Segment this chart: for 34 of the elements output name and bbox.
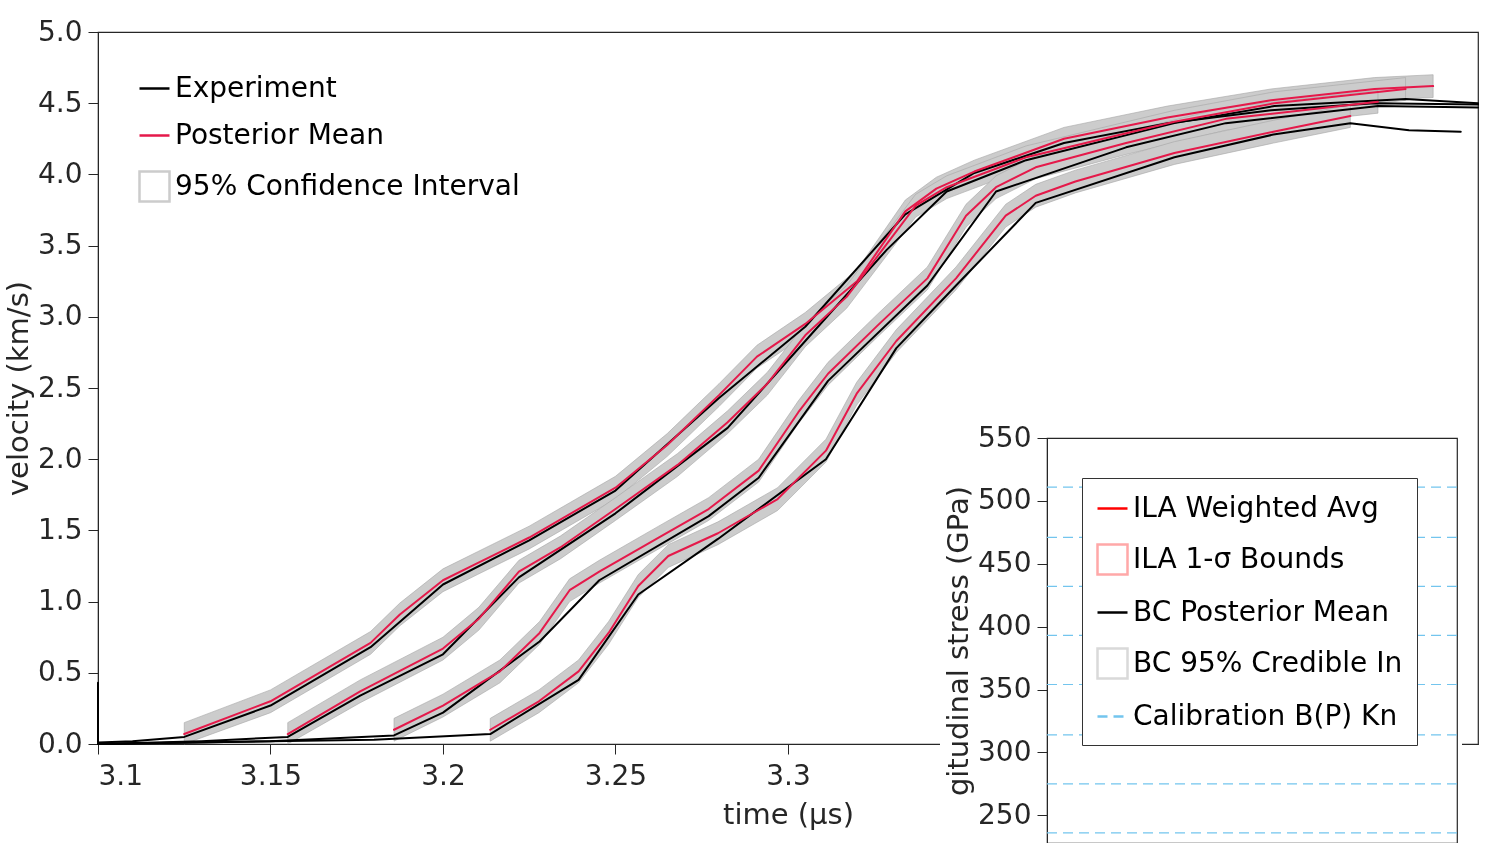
- y-tick-label: 1.5: [37, 512, 83, 546]
- legend-label: ILA Weighted Avg: [1133, 490, 1379, 524]
- legend-label: BC Posterior Mean: [1133, 594, 1390, 628]
- y-tick-label: 4.5: [37, 85, 83, 119]
- y-axis-title: gitudinal stress (GPa): [941, 485, 976, 797]
- x-axis-title: time (μs): [723, 796, 854, 831]
- legend-label: ILA 1-σ Bounds: [1133, 541, 1345, 575]
- y-tick-label: 0.5: [37, 655, 83, 689]
- y-tick-label: 450: [978, 546, 1032, 580]
- y-tick-label: 1.0: [37, 584, 83, 618]
- x-tick-label: 3.2: [421, 758, 466, 792]
- y-tick-label: 3.0: [37, 299, 83, 333]
- legend-label: Experiment: [175, 70, 337, 104]
- legend-label: Posterior Mean: [175, 117, 384, 151]
- legend-label: 95% Confidence Interval: [175, 168, 520, 202]
- legend-label: Calibration B(P) Kn: [1133, 698, 1398, 732]
- y-tick-label: 350: [978, 672, 1032, 706]
- y-tick-label: 400: [978, 609, 1032, 643]
- x-tick-label: 3.1: [98, 758, 144, 792]
- x-tick-label: 3.15: [239, 758, 303, 792]
- x-tick-label: 3.25: [584, 758, 648, 792]
- y-tick-label: 2.5: [37, 370, 83, 404]
- x-tick-label: 3.3: [766, 758, 811, 792]
- y-tick-label: 4.0: [37, 156, 83, 190]
- y-tick-label: 500: [978, 483, 1032, 517]
- y-tick-label: 2.0: [37, 441, 83, 475]
- y-tick-label: 3.5: [37, 228, 83, 262]
- y-tick-label: 550: [978, 420, 1032, 454]
- y-tick-label: 300: [978, 734, 1032, 768]
- y-tick-label: 0.0: [37, 726, 83, 760]
- y-tick-label: 250: [978, 797, 1032, 831]
- legend-label: BC 95% Credible In: [1133, 645, 1403, 679]
- y-tick-label: 5.0: [37, 14, 83, 48]
- y-axis-title: velocity (km/s): [0, 280, 35, 497]
